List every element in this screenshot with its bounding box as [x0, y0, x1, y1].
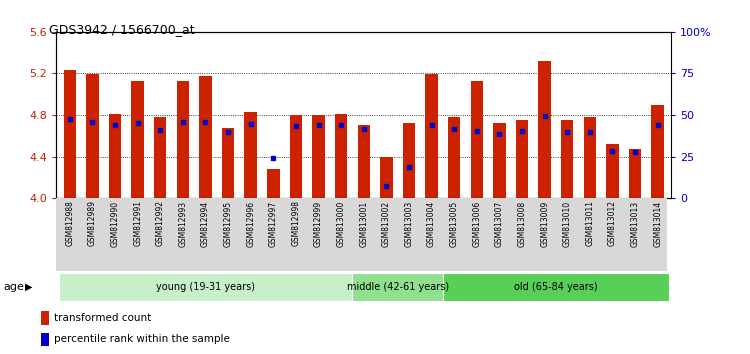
Text: GSM813004: GSM813004	[427, 200, 436, 247]
Bar	[403, 124, 416, 198]
Bar	[244, 112, 257, 198]
Bar	[448, 117, 460, 198]
Text: ▶: ▶	[25, 282, 32, 292]
Text: GSM812990: GSM812990	[110, 200, 119, 246]
Bar	[177, 81, 189, 198]
Bar	[538, 61, 550, 198]
Text: GSM813007: GSM813007	[495, 200, 504, 247]
Text: GSM812997: GSM812997	[268, 200, 278, 246]
Bar	[606, 144, 619, 198]
Bar	[290, 115, 302, 198]
Bar	[86, 74, 99, 198]
Text: GSM812995: GSM812995	[224, 200, 232, 246]
Text: GSM813013: GSM813013	[631, 200, 640, 246]
Bar	[494, 124, 506, 198]
Bar	[652, 105, 664, 198]
Text: GSM812996: GSM812996	[246, 200, 255, 246]
Bar	[352, 273, 443, 301]
Text: GSM812989: GSM812989	[88, 200, 97, 246]
Text: GSM812993: GSM812993	[178, 200, 188, 246]
Text: old (65-84 years): old (65-84 years)	[514, 282, 598, 292]
Bar	[267, 169, 280, 198]
Text: GSM813003: GSM813003	[404, 200, 413, 247]
Text: GSM812991: GSM812991	[134, 200, 142, 246]
Bar	[109, 114, 122, 198]
Text: GDS3942 / 1566700_at: GDS3942 / 1566700_at	[49, 23, 194, 36]
Bar	[516, 120, 528, 198]
Bar	[222, 127, 234, 198]
Text: age: age	[4, 282, 25, 292]
Bar	[443, 273, 669, 301]
Text: GSM813014: GSM813014	[653, 200, 662, 246]
Text: GSM813009: GSM813009	[540, 200, 549, 247]
Text: GSM813001: GSM813001	[359, 200, 368, 246]
Bar	[58, 273, 352, 301]
Text: GSM813005: GSM813005	[450, 200, 459, 247]
Bar	[200, 75, 211, 198]
Text: GSM813012: GSM813012	[608, 200, 617, 246]
Bar	[154, 117, 166, 198]
Text: percentile rank within the sample: percentile rank within the sample	[54, 335, 230, 344]
Text: GSM813010: GSM813010	[562, 200, 572, 246]
Text: GSM813006: GSM813006	[472, 200, 482, 247]
Bar	[561, 120, 574, 198]
Text: young (19-31 years): young (19-31 years)	[156, 282, 255, 292]
Text: GSM813011: GSM813011	[585, 200, 594, 246]
Text: GSM812992: GSM812992	[156, 200, 165, 246]
Text: transformed count: transformed count	[54, 313, 152, 323]
Text: GSM813002: GSM813002	[382, 200, 391, 246]
Text: GSM812998: GSM812998	[292, 200, 301, 246]
Bar	[41, 333, 50, 346]
Bar	[312, 115, 325, 198]
Text: GSM813000: GSM813000	[337, 200, 346, 247]
Text: GSM812994: GSM812994	[201, 200, 210, 246]
Bar	[335, 114, 347, 198]
Text: middle (42-61 years): middle (42-61 years)	[346, 282, 448, 292]
Bar	[425, 74, 438, 198]
Bar	[470, 81, 483, 198]
Bar	[41, 312, 50, 325]
Bar	[628, 149, 641, 198]
Bar	[358, 125, 370, 198]
Text: GSM812999: GSM812999	[314, 200, 323, 246]
Text: GSM812988: GSM812988	[65, 200, 74, 246]
Bar	[64, 70, 76, 198]
Bar	[131, 81, 144, 198]
Text: GSM813008: GSM813008	[518, 200, 526, 246]
Bar	[380, 156, 392, 198]
Bar	[584, 117, 596, 198]
